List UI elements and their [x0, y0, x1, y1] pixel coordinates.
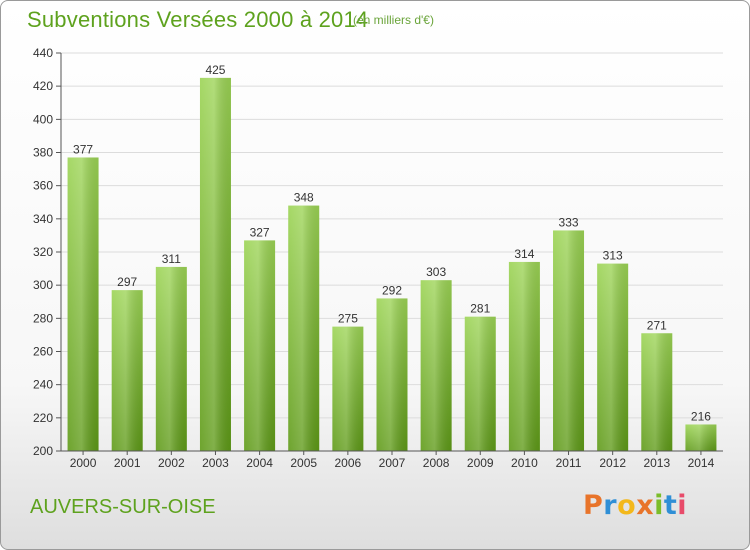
value-label: 303 [426, 265, 446, 279]
x-tick-label: 2009 [467, 456, 494, 470]
logo-letter: t [663, 490, 678, 521]
y-tick-label: 220 [33, 411, 53, 425]
y-tick-label: 200 [33, 444, 53, 458]
y-tick-label: 380 [33, 146, 53, 160]
y-tick-label: 340 [33, 212, 53, 226]
bar-shine [288, 205, 320, 451]
logo-letter: r [603, 490, 618, 521]
y-tick-label: 320 [33, 245, 53, 259]
chart-title: Subventions Versées 2000 à 2014 [27, 7, 369, 32]
bar-shine [244, 240, 276, 451]
value-label: 348 [294, 191, 314, 205]
x-tick-label: 2001 [114, 456, 141, 470]
x-tick-label: 2013 [643, 456, 670, 470]
logo-letter: o [617, 490, 637, 521]
x-tick-label: 2011 [556, 456, 582, 470]
bar-shine [111, 290, 143, 451]
value-label: 216 [691, 409, 711, 423]
value-label: 333 [559, 215, 579, 229]
x-tick-label: 2004 [246, 456, 273, 470]
chart-unit-note: (en milliers d'€) [353, 13, 434, 27]
bar-shine [155, 266, 187, 451]
y-tick-label: 400 [33, 112, 53, 126]
bar-shine [199, 77, 231, 451]
logo-letter: i [677, 490, 688, 521]
x-tick-label: 2014 [688, 456, 715, 470]
commune-name: AUVERS-SUR-OISE [30, 496, 216, 518]
y-tick-label: 280 [33, 311, 53, 325]
proxiti-logo: Proxiti [583, 490, 687, 521]
x-tick-label: 2012 [599, 456, 626, 470]
x-tick-label: 2008 [423, 456, 450, 470]
value-label: 313 [603, 249, 623, 263]
logo-letter: i [654, 490, 664, 521]
value-label: 327 [250, 225, 270, 239]
bar-shine [508, 261, 540, 451]
bar-shine [376, 298, 408, 451]
value-label: 311 [162, 252, 181, 266]
y-tick-label: 300 [33, 278, 53, 292]
value-label: 271 [647, 318, 667, 332]
x-tick-label: 2000 [70, 456, 97, 470]
x-tick-label: 2010 [511, 456, 538, 470]
y-tick-label: 360 [33, 179, 53, 193]
axes: 200 220 240 260 280 300 320 340 360 380 400 420 440 2… [33, 46, 723, 470]
bar-shine [332, 326, 364, 451]
x-tick-label: 2005 [290, 456, 317, 470]
value-label: 292 [382, 283, 402, 297]
y-tick-label: 260 [33, 345, 53, 359]
x-tick-label: 2003 [202, 456, 229, 470]
value-label: 297 [117, 275, 137, 289]
bar-shine [553, 230, 585, 451]
bar-shine [641, 333, 673, 451]
bars: 377 297 311 425 327 348 275 292 303 281 314 333 313 2… [67, 63, 717, 451]
x-tick-label: 2006 [335, 456, 362, 470]
y-tick-label: 240 [33, 378, 53, 392]
bar-shine [67, 157, 99, 451]
value-label: 377 [73, 142, 93, 156]
x-tick-label: 2007 [379, 456, 406, 470]
bar-shine [597, 263, 629, 451]
bar-shine [464, 316, 496, 451]
bar-shine [685, 424, 717, 451]
logo-letter: x [636, 490, 655, 521]
value-label: 314 [514, 247, 534, 261]
value-label: 281 [470, 302, 490, 316]
y-tick-label: 420 [33, 79, 53, 93]
value-label: 425 [205, 63, 225, 77]
y-tick-label: 440 [33, 46, 53, 60]
bar-shine [420, 280, 452, 451]
x-tick-label: 2002 [158, 456, 185, 470]
value-label: 275 [338, 312, 358, 326]
logo-letter: P [583, 490, 604, 521]
